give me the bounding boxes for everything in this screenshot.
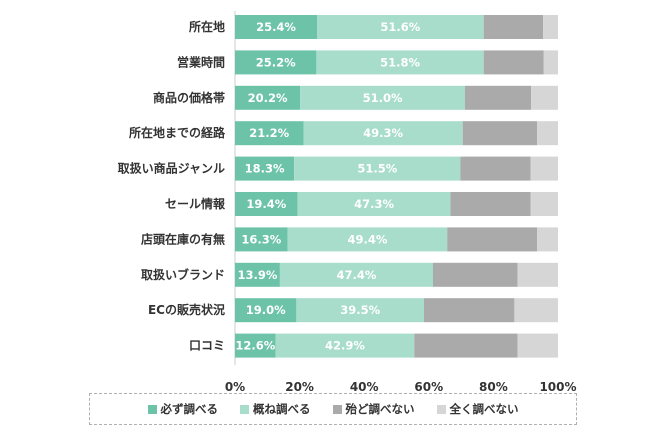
bar-segment <box>447 227 538 252</box>
bar-segment <box>462 121 538 146</box>
category-label: 商品の価格帯 <box>153 90 225 105</box>
bar-segment <box>464 85 532 110</box>
bar-segment <box>279 262 433 287</box>
bar-segment <box>483 15 544 39</box>
bar-segment <box>514 298 558 323</box>
legend-label-mostly: 概ね調べる <box>253 402 311 416</box>
bar-value-label: 42.9% <box>325 339 365 353</box>
bar-value-label: 47.4% <box>336 268 376 282</box>
legend: 必ず調べる 概ね調べる 殆ど調べない 全く調べない <box>89 393 577 425</box>
bar-segment <box>450 192 531 216</box>
bar-value-label: 39.5% <box>340 303 380 317</box>
bar-value-label: 25.2% <box>256 55 296 69</box>
bar-value-label: 13.9% <box>237 268 277 282</box>
bar-value-label: 19.0% <box>246 303 286 317</box>
bar-value-label: 20.2% <box>248 91 288 105</box>
bar-value-label: 51.0% <box>363 91 403 105</box>
bar-segment <box>235 85 301 110</box>
bar-segment <box>287 227 448 252</box>
legend-label-rarely: 殆ど調べない <box>345 402 415 416</box>
legend-item-rarely: 殆ど調べない <box>332 401 415 417</box>
bar-value-label: 51.8% <box>380 55 420 69</box>
legend-item-mostly: 概ね調べる <box>240 401 311 417</box>
bar-segment <box>235 333 276 358</box>
bar-value-label: 47.3% <box>354 197 394 211</box>
bar-segment <box>235 50 317 75</box>
category-label: 取扱いブランド <box>141 267 225 282</box>
bar-segment <box>235 192 298 216</box>
bar-segment <box>423 298 515 323</box>
category-label: セール情報 <box>165 196 226 211</box>
bar-value-label: 49.3% <box>363 126 403 140</box>
bar-value-label: 49.4% <box>347 232 387 246</box>
legend-swatch-never <box>436 404 446 414</box>
bar-segment <box>235 15 318 39</box>
category-label: 営業時間 <box>177 54 225 69</box>
bar-segment <box>530 156 558 181</box>
legend-swatch-mostly <box>240 404 249 414</box>
bar-segment <box>275 333 415 358</box>
bar-segment <box>530 192 558 216</box>
bar-segment <box>303 121 463 146</box>
legend-item-always: 必ず調べる <box>147 401 219 417</box>
bar-value-label: 18.3% <box>245 162 285 176</box>
bar-segment <box>517 262 558 287</box>
bar-segment <box>517 333 558 358</box>
legend-item-never: 全く調べない <box>436 401 519 417</box>
bar-segment <box>297 192 451 216</box>
bar-segment <box>537 227 558 252</box>
bar-value-label: 21.2% <box>249 126 289 140</box>
bar-segment <box>543 15 558 39</box>
x-tick-label: 60% <box>414 380 443 394</box>
bar-segment <box>300 85 465 110</box>
category-label: 取扱い商品ジャンル <box>118 161 225 176</box>
x-tick-label: 40% <box>350 380 379 394</box>
bar-segment <box>531 85 558 110</box>
bar-segment <box>235 121 304 146</box>
bar-value-label: 51.5% <box>357 162 397 176</box>
legend-label-always: 必ず調べる <box>160 402 219 416</box>
bar-segment <box>235 262 280 287</box>
category-label: 所在地までの経路 <box>129 125 226 140</box>
category-label: ECの販売状況 <box>148 302 225 317</box>
legend-label-never: 全く調べない <box>449 402 519 416</box>
category-label: 所在地 <box>189 19 225 34</box>
legend-swatch-always <box>147 404 157 414</box>
x-tick-label: 80% <box>479 380 508 394</box>
bar-segment <box>235 156 295 181</box>
x-tick-label: 100% <box>539 380 576 394</box>
bar-value-label: 51.6% <box>380 20 420 34</box>
bar-segment <box>543 50 558 75</box>
category-label: 口コミ <box>189 339 225 353</box>
bar-segment <box>316 50 484 75</box>
bar-value-label: 16.3% <box>241 232 281 246</box>
bar-segment <box>432 262 518 287</box>
bar-segment <box>317 15 484 39</box>
bar-segment <box>483 50 544 75</box>
bar-value-label: 12.6% <box>235 339 275 353</box>
bar-segment <box>537 121 558 146</box>
bar-value-label: 19.4% <box>246 197 286 211</box>
x-tick-label: 20% <box>285 380 314 394</box>
bar-segment <box>294 156 461 181</box>
bar-segment <box>414 333 518 358</box>
bar-segment <box>235 227 288 252</box>
bar-segment <box>460 156 531 181</box>
x-tick-label: 0% <box>225 380 245 394</box>
bar-segment <box>235 298 297 323</box>
bar-value-label: 25.4% <box>256 20 296 34</box>
bar-segment <box>296 298 424 323</box>
category-label: 店頭在庫の有無 <box>141 231 225 246</box>
legend-swatch-rarely <box>332 404 342 414</box>
